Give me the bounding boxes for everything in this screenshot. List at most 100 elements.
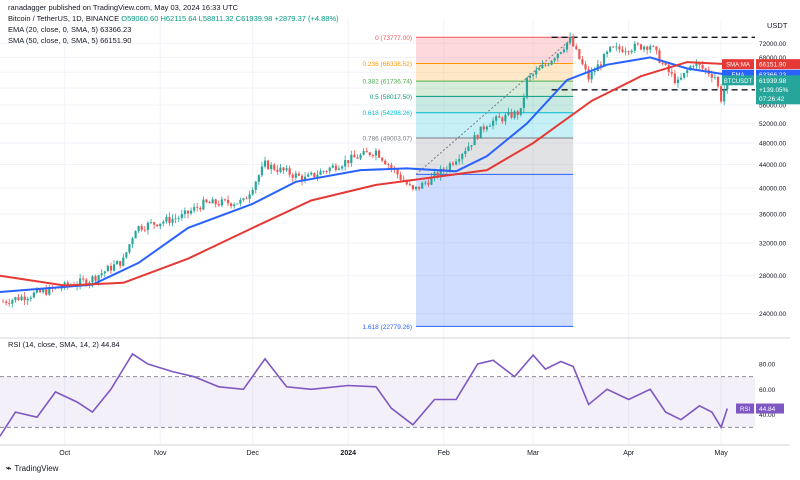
- candle: [630, 49, 633, 55]
- candle-body: [488, 125, 492, 127]
- time-tick-label: Oct: [59, 450, 70, 457]
- candle: [390, 162, 393, 173]
- time-tick-label: May: [714, 450, 728, 457]
- candle: [716, 75, 720, 89]
- candle-body: [479, 126, 482, 139]
- candle-body: [451, 163, 455, 165]
- candle: [183, 207, 186, 219]
- candle-body: [23, 296, 26, 301]
- candle: [146, 221, 149, 235]
- candle-body: [310, 172, 313, 175]
- candle: [220, 196, 223, 208]
- candle-body: [230, 203, 233, 207]
- candle-body: [109, 265, 113, 271]
- candle: [461, 152, 464, 164]
- candle-body: [673, 73, 676, 84]
- candle-body: [473, 135, 476, 146]
- candle: [396, 168, 399, 179]
- candle: [565, 42, 569, 53]
- price-tick-label: 56000.00: [759, 103, 786, 110]
- rsi-legend[interactable]: RSI (14, close, SMA, 14, 2) 44.84: [8, 340, 120, 349]
- price-tick-label: 28000.00: [759, 273, 786, 280]
- candle: [535, 66, 538, 79]
- candle-body: [82, 278, 85, 280]
- fib-zone: [416, 81, 574, 97]
- candle: [276, 165, 279, 175]
- fib-level-label: 0.382 (61736.74): [363, 79, 413, 86]
- fib-zone: [416, 137, 574, 175]
- candle: [263, 156, 267, 169]
- candle: [575, 43, 578, 51]
- candle: [522, 93, 525, 113]
- candle-body: [368, 152, 371, 156]
- candle-body: [267, 160, 270, 170]
- candle-body: [270, 164, 273, 170]
- candle-body: [251, 189, 254, 195]
- rsi-tag-name-box: [736, 403, 754, 414]
- rsi-tick-label: 60.00: [759, 387, 776, 394]
- sma-legend[interactable]: SMA (50, close, 0, SMA, 5) 66151.90: [8, 36, 131, 45]
- candle-body: [146, 222, 149, 230]
- candle: [196, 202, 199, 212]
- fib-level-label: 0.786 (49003.07): [363, 135, 413, 142]
- candle-body: [683, 72, 686, 78]
- candle-body: [686, 70, 689, 73]
- candle: [525, 76, 529, 100]
- candle-body: [359, 154, 362, 159]
- candle-body: [513, 111, 516, 118]
- rsi-legend-text: RSI (14, close, SMA, 14, 2) 44.84: [8, 340, 120, 349]
- candle-body: [128, 244, 131, 253]
- candle-body: [544, 64, 547, 66]
- candle-body: [621, 49, 624, 53]
- candle-body: [97, 275, 100, 281]
- candle: [26, 296, 29, 305]
- candle: [205, 198, 208, 204]
- candle-body: [217, 204, 220, 206]
- ema-legend[interactable]: EMA (20, close, 0, SMA, 5) 63366.23: [8, 25, 131, 34]
- candle-body: [448, 163, 451, 170]
- candle-body: [149, 222, 153, 224]
- candle: [251, 187, 254, 196]
- candle-body: [584, 64, 587, 70]
- symbol-title: Bitcoin / TetherUS, 1D, BINANCE: [8, 14, 120, 23]
- candle-body: [636, 43, 639, 45]
- candle: [476, 134, 479, 141]
- time-tick-label: Mar: [527, 450, 540, 457]
- candle: [627, 50, 630, 56]
- candle: [544, 62, 547, 67]
- candle: [109, 262, 113, 274]
- candle-body: [578, 49, 581, 60]
- candle-body: [436, 172, 439, 177]
- candle: [23, 291, 26, 306]
- candle: [479, 126, 482, 139]
- candle-body: [495, 116, 498, 121]
- candle: [159, 223, 162, 230]
- time-tick-label: Feb: [438, 450, 450, 457]
- candle: [399, 171, 402, 182]
- sma-line: [0, 61, 728, 287]
- candle-body: [14, 297, 17, 301]
- candle-body: [528, 75, 532, 78]
- candle: [17, 293, 20, 301]
- candle: [424, 180, 427, 186]
- candle: [532, 72, 535, 80]
- candle: [260, 161, 264, 178]
- candle-body: [183, 210, 186, 215]
- candle-body: [42, 289, 45, 293]
- tradingview-logo[interactable]: ⌁ TradingView: [6, 463, 58, 474]
- sma-legend-text: SMA (50, close, 0, SMA, 5) 66151.90: [8, 36, 132, 45]
- candle: [291, 172, 294, 182]
- candle: [189, 207, 193, 216]
- candle-body: [134, 231, 137, 239]
- candle-body: [257, 175, 260, 182]
- candle: [538, 65, 541, 71]
- candle: [82, 275, 85, 283]
- candle: [79, 273, 82, 290]
- price-tag-value-box: [756, 69, 800, 80]
- tradingview-logo-icon: ⌁: [6, 463, 12, 473]
- candle-body: [723, 89, 726, 102]
- candle-body: [220, 199, 223, 206]
- candle-body: [91, 276, 94, 283]
- candle: [162, 219, 165, 227]
